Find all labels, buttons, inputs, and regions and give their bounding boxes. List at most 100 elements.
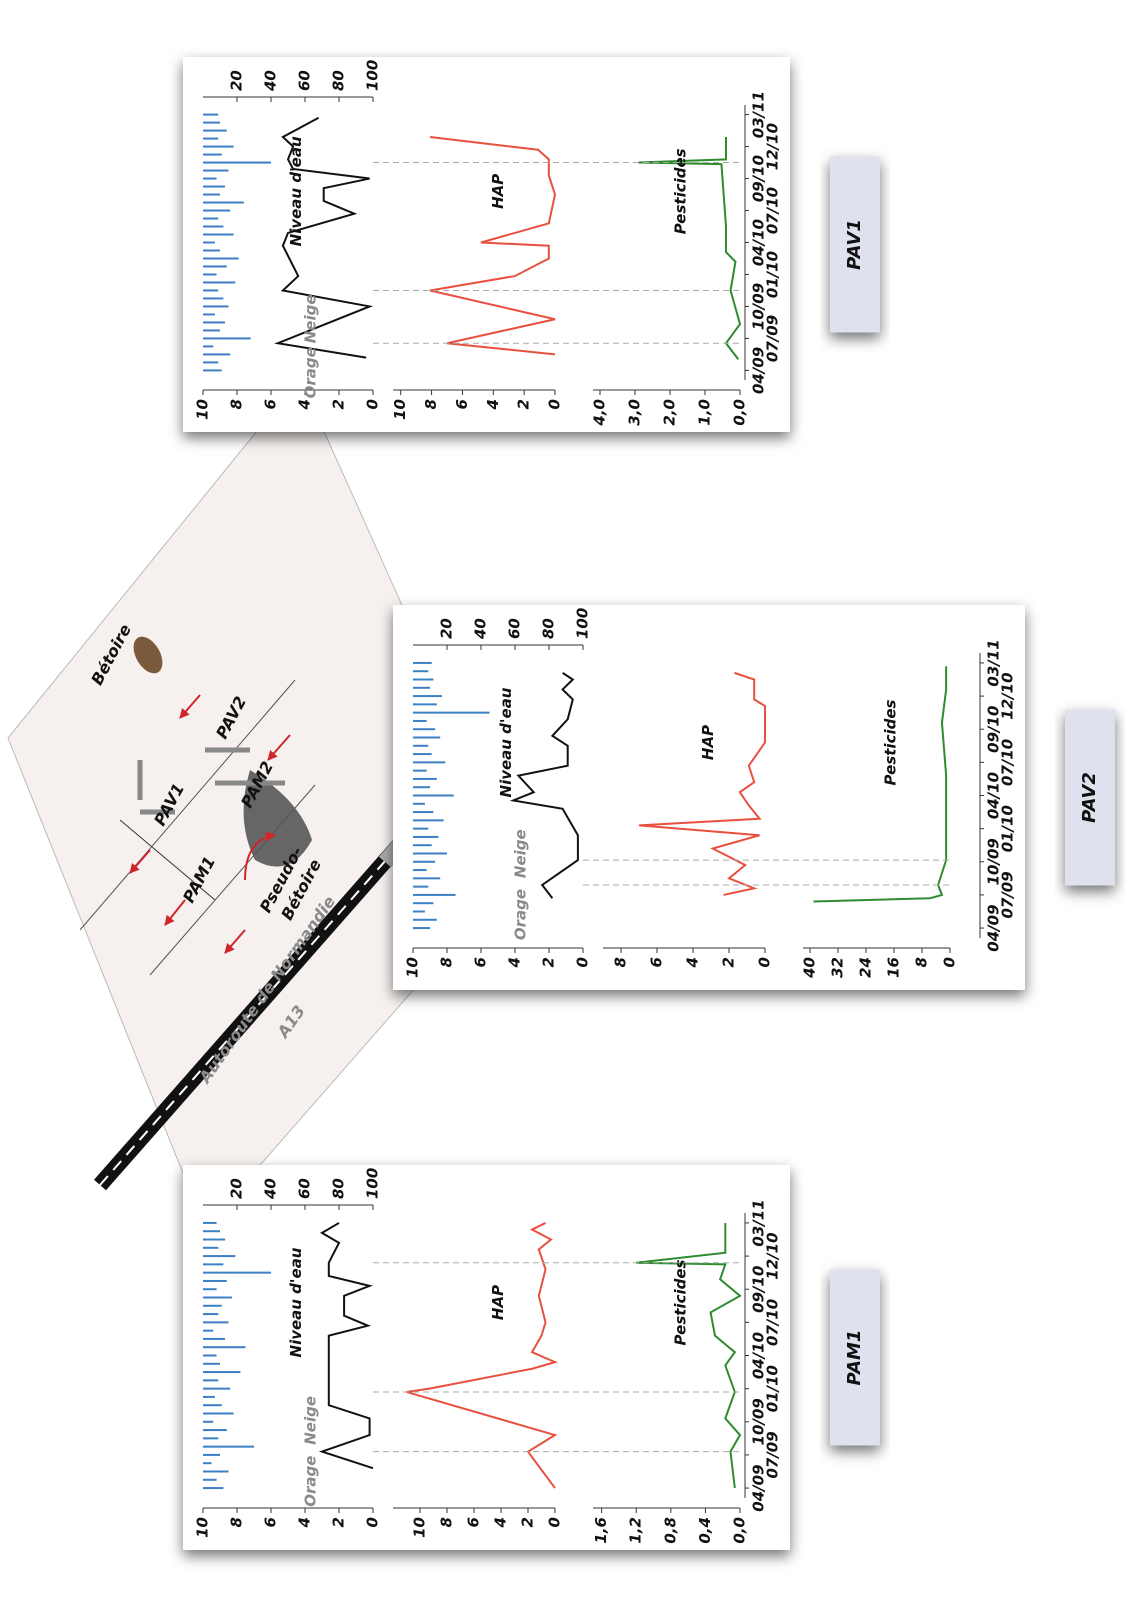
precip-bar — [413, 777, 437, 780]
title-bg — [1065, 709, 1115, 886]
precip-bar — [203, 209, 231, 212]
precip-bar — [413, 703, 437, 706]
series-line — [318, 1222, 374, 1470]
precip-bar — [413, 761, 446, 764]
precip-bar — [203, 225, 224, 228]
flow-arrow — [179, 694, 201, 719]
road-line — [99, 809, 431, 1186]
precip-bar — [203, 169, 229, 172]
series-label: Niveau d'eau — [287, 1247, 305, 1357]
y-tick-label: 2,0 — [661, 399, 679, 426]
precip-bar — [413, 811, 434, 814]
y-tick-label: 4 — [684, 957, 702, 968]
precip-bar — [203, 1371, 241, 1374]
precip-bar — [413, 753, 432, 756]
precip-bar — [203, 217, 219, 220]
precip-tick-label: 40 — [262, 1178, 280, 1200]
x-tick-label: 04/09 — [985, 904, 1003, 951]
title-box: PAV2 — [1065, 709, 1115, 886]
precip-bar — [413, 893, 456, 896]
precip-bar — [413, 686, 430, 689]
precip-bar — [413, 927, 430, 930]
y-tick-label: 8 — [438, 1517, 456, 1527]
annotation: Orage — [302, 347, 320, 398]
title-box: PAV1 — [830, 156, 880, 333]
series-label: HAP — [699, 725, 717, 760]
pseudo-betoire — [243, 770, 312, 867]
precip-tick-label: 100 — [574, 608, 592, 639]
precip-bar — [413, 678, 434, 681]
y-tick-label: 24 — [857, 957, 875, 978]
precip-bar — [203, 1487, 224, 1490]
flow-arrow — [164, 899, 186, 926]
title-box: PAM1 — [830, 1269, 880, 1446]
precip-bar — [203, 257, 239, 260]
y-tick-label: 2 — [540, 957, 558, 967]
precip-bar — [413, 769, 427, 772]
y-tick-label: 32 — [829, 957, 847, 978]
precip-bar — [203, 1478, 217, 1481]
precip-bar — [413, 719, 427, 722]
panel-bg — [393, 605, 1025, 990]
y-tick-label: 1,0 — [696, 399, 714, 426]
flow-arrow — [267, 734, 291, 761]
precip-bar — [203, 1404, 222, 1407]
precip-bar — [413, 827, 429, 830]
series-label: HAP — [489, 1285, 507, 1320]
precip-bar — [203, 1420, 214, 1423]
annotation: Neige — [302, 1396, 320, 1445]
precip-bar — [413, 910, 425, 913]
precip-bar — [203, 1246, 219, 1249]
y-tick-label: 10 — [194, 1517, 212, 1538]
precip-bar — [203, 345, 214, 348]
precip-bar — [203, 1221, 217, 1224]
precip-bar — [203, 313, 215, 316]
x-tick-label: 01/10 — [764, 1365, 782, 1412]
precip-bar — [413, 711, 490, 714]
y-tick-label: 4 — [492, 1517, 510, 1528]
precip-bar — [203, 1445, 254, 1448]
y-tick-label: 4 — [506, 957, 524, 968]
precip-bar — [203, 321, 226, 324]
precip-bar — [203, 1313, 219, 1316]
y-tick-label: 4 — [296, 1517, 314, 1528]
precip-bar — [203, 1263, 224, 1266]
precip-tick-label: 60 — [296, 1178, 314, 1199]
precip-bar — [203, 281, 236, 284]
x-tick-label: 07/09 — [764, 315, 782, 362]
line-2 — [149, 784, 316, 976]
y-tick-label: 2 — [515, 399, 533, 409]
y-tick-label: 16 — [885, 957, 903, 978]
x-tick-label: 09/10 — [985, 706, 1003, 753]
x-tick-label: 09/10 — [750, 1266, 768, 1313]
x-tick-label: 03/11 — [750, 91, 768, 138]
y-tick-label: 6 — [262, 1517, 280, 1527]
precip-bar — [203, 1321, 229, 1324]
precip-bar — [203, 289, 219, 292]
precip-bar — [203, 337, 251, 340]
precip-bar — [413, 844, 432, 847]
series-line — [509, 672, 579, 899]
precip-tick-label: 20 — [228, 70, 246, 91]
site-diagram: Bétoire PAV1 PAV2 PAM1 PAM2 Pseudo- Béto… — [7, 377, 521, 1229]
series-line — [406, 1222, 558, 1489]
series-line — [638, 136, 742, 360]
x-tick-label: 07/10 — [764, 187, 782, 234]
y-tick-label: 0 — [546, 1517, 564, 1527]
y-tick-label: 6 — [453, 399, 471, 409]
precip-bar — [203, 353, 231, 356]
y-tick-label: 1,2 — [627, 1517, 645, 1544]
precip-bar — [413, 728, 436, 731]
x-tick-label: 12/10 — [764, 1232, 782, 1279]
road-edge — [119, 819, 216, 901]
precip-bar — [413, 670, 429, 673]
precip-bar — [203, 1395, 215, 1398]
precip-bar — [203, 329, 220, 332]
precip-bar — [413, 802, 425, 805]
title-bg — [830, 1269, 880, 1446]
precip-bar — [413, 835, 439, 838]
y-tick-label: 8 — [422, 399, 440, 409]
chart-title: PAV2 — [1079, 772, 1100, 823]
x-tick-label: 01/10 — [764, 251, 782, 298]
y-tick-label: 4,0 — [591, 399, 609, 427]
